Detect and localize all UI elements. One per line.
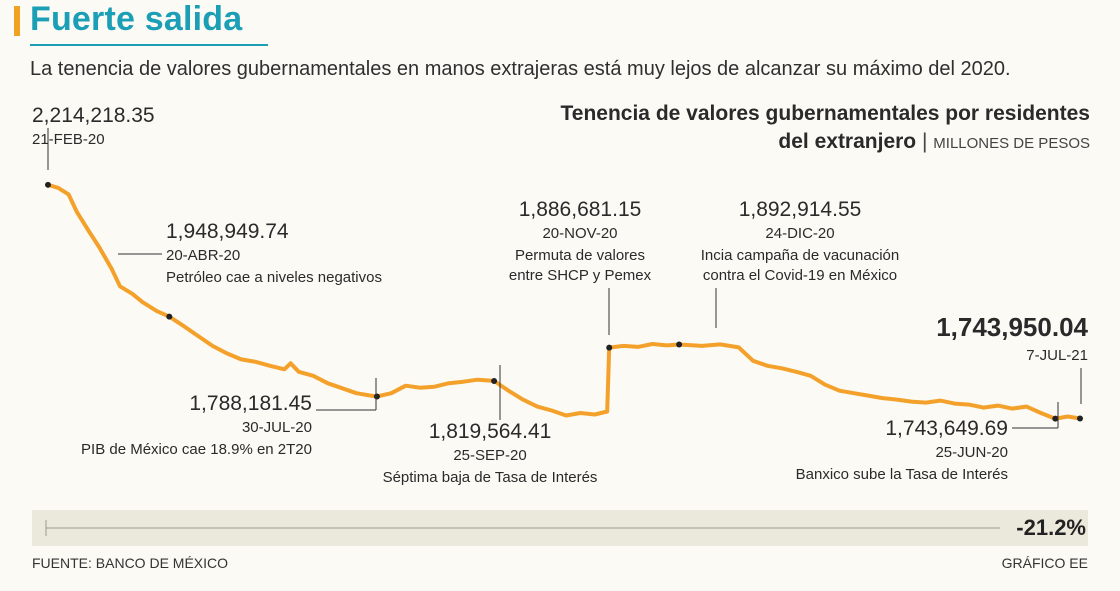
series-line xyxy=(46,182,1082,421)
annotation-date-dec24: 24-DIC-20 xyxy=(765,225,834,242)
annotation-value-peak: 2,214,218.35 xyxy=(32,104,155,127)
title-underline xyxy=(30,44,268,46)
annotation-dot-sep25 xyxy=(491,377,498,384)
annotation-dot-dec24 xyxy=(676,341,683,348)
annotation-date-jun25: 25-JUN-20 xyxy=(935,444,1008,461)
annotation-dot-jul30 xyxy=(373,393,380,400)
source-label: FUENTE: BANCO DE MÉXICO xyxy=(32,555,229,571)
annotation-value-nov20: 1,886,681.15 xyxy=(519,198,642,221)
annotation-note-sep25: Séptima baja de Tasa de Interés xyxy=(383,469,598,486)
annotation-date-nov20: 20-NOV-20 xyxy=(542,225,617,242)
chart-title: Tenencia de valores gubernamentales por … xyxy=(560,102,1090,153)
annotation-note-jun25: Banxico sube la Tasa de Interés xyxy=(796,466,1008,483)
unit-separator: | xyxy=(921,130,934,153)
annotation-dot-nov20 xyxy=(606,344,613,351)
annotation-value-dec24: 1,892,914.55 xyxy=(739,198,862,221)
annotation-dot-jun25 xyxy=(1052,415,1059,422)
chart-unit: MILLONES DE PESOS xyxy=(933,135,1090,152)
annotation-date-apr20: 20-ABR-20 xyxy=(166,247,240,264)
annotation-dot-apr20 xyxy=(166,313,173,320)
annotation-date-peak: 21-FEB-20 xyxy=(32,131,105,148)
annotation-dot-peak xyxy=(45,181,51,188)
chart-title-block: Tenencia de valores gubernamentales por … xyxy=(530,100,1090,158)
annotation-value-apr20: 1,948,949.74 xyxy=(166,220,289,243)
annotation-value-sep25: 1,819,564.41 xyxy=(429,420,552,443)
annotation-value-jul30: 1,788,181.45 xyxy=(189,392,312,415)
annotation-date-jul30: 30-JUL-20 xyxy=(242,419,312,436)
annotation-date-sep25: 25-SEP-20 xyxy=(453,447,526,464)
annotation-note-jul30: PIB de México cae 18.9% en 2T20 xyxy=(81,441,312,458)
change-label: -21.2% xyxy=(1016,515,1086,540)
credit-label: GRÁFICO EE xyxy=(1001,555,1088,571)
page-title: Fuerte salida xyxy=(30,0,243,38)
page-subtitle: La tenencia de valores gubernamentales e… xyxy=(30,58,1011,80)
annotation-value-last: 1,743,950.04 xyxy=(936,312,1088,342)
annotation-dot-last xyxy=(1077,415,1083,422)
annotation-date-last: 7-JUL-21 xyxy=(1026,347,1088,364)
annotation-note-apr20: Petróleo cae a niveles negativos xyxy=(166,269,382,286)
title-accent-bar xyxy=(14,6,20,36)
annotation-note-dec24: contra el Covid-19 en México xyxy=(703,267,897,284)
annotation-note-dec24: Incia campaña de vacunación xyxy=(701,247,899,264)
annotation-note-nov20: Permuta de valores xyxy=(515,247,645,264)
annotation-note-nov20: entre SHCP y Pemex xyxy=(509,267,652,284)
annotation-value-jun25: 1,743,649.69 xyxy=(885,417,1008,440)
